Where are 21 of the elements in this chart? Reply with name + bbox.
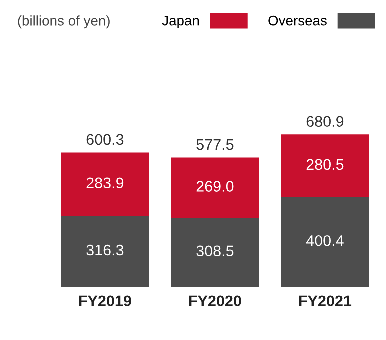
bar: [281, 197, 370, 287]
data-label: 316.3: [86, 244, 124, 256]
data-label: 280.5: [306, 159, 344, 170]
data-label: 283.9: [86, 178, 124, 189]
x-tick-label: FY2019: [79, 296, 132, 307]
total-label: 577.5: [196, 140, 234, 150]
total-label: 600.3: [86, 134, 124, 146]
legend-label: Overseas: [268, 16, 327, 26]
data-label: 308.5: [196, 246, 234, 257]
legend-label: Japan: [162, 16, 200, 28]
x-tick-label: FY2020: [189, 296, 242, 307]
text: (billions of yen): [18, 16, 110, 29]
bar: [61, 152, 150, 216]
data-label: 400.4: [306, 235, 344, 246]
x-tick-label: FY2021: [299, 296, 352, 307]
bar: [171, 218, 260, 287]
bar: [61, 216, 150, 287]
bar: [171, 158, 260, 218]
bar: [281, 134, 370, 198]
total-label: 680.9: [306, 116, 344, 128]
data-label: 269.0: [196, 181, 234, 192]
